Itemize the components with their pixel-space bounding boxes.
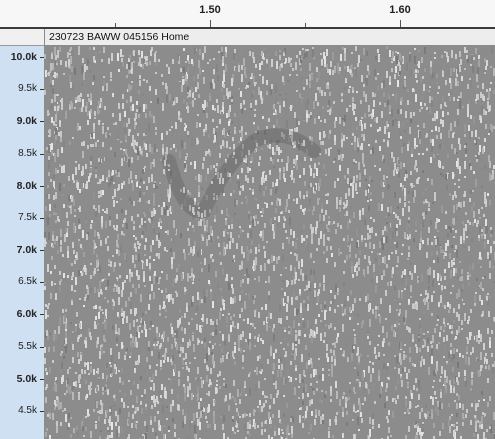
frequency-tick-label: 9.5k	[18, 83, 37, 95]
frequency-tick-label: 6.0k	[16, 308, 37, 321]
spectrogram-view[interactable]	[44, 46, 495, 439]
spectrogram-noise	[44, 46, 495, 439]
frequency-tick-label: 7.5k	[18, 211, 37, 223]
time-ruler[interactable]: 1.50 1.60	[0, 0, 495, 29]
frequency-tick	[40, 411, 44, 412]
time-tick-label: 1.60	[389, 4, 411, 16]
spectrogram-canvas	[44, 46, 495, 439]
frequency-tick	[40, 185, 44, 187]
frequency-axis-corner	[0, 29, 44, 46]
time-major-tick	[400, 20, 401, 27]
frequency-tick	[40, 346, 44, 348]
frequency-tick	[40, 282, 44, 284]
spectrogram-noise-highlights	[44, 46, 495, 439]
frequency-tick-label: 5.5k	[18, 340, 37, 352]
frequency-tick	[40, 153, 44, 155]
frequency-tick	[40, 250, 44, 252]
frequency-tick-label: 8.5k	[18, 147, 37, 159]
frequency-tick	[40, 378, 44, 380]
time-minor-tick	[305, 23, 306, 27]
frequency-tick	[40, 121, 44, 123]
frequency-tick-label: 4.5k	[18, 405, 37, 416]
time-minor-tick	[115, 23, 116, 27]
frequency-tick-label: 9.0k	[16, 115, 37, 128]
frequency-tick-label: 6.5k	[18, 276, 37, 288]
track-name-header[interactable]: 230723 BAWW 045156 Home	[44, 29, 495, 46]
time-major-tick	[210, 20, 211, 27]
frequency-axis: 10.0k 9.5k 9.0k 8.5k 8.0k 7.5k 7.0k 6.5k 6.0k 5.5…	[0, 29, 44, 439]
track-name-label: 230723 BAWW 045156 Home	[49, 31, 190, 43]
signal-trace	[162, 128, 321, 219]
frequency-tick	[40, 314, 44, 316]
frequency-tick	[40, 57, 44, 58]
frequency-tick-label: 10.0k	[10, 50, 37, 63]
frequency-tick	[40, 89, 44, 91]
frequency-tick	[40, 217, 44, 219]
frequency-tick-label: 5.0k	[16, 372, 37, 385]
time-tick-label: 1.50	[199, 4, 221, 16]
frequency-tick-label: 7.0k	[16, 243, 37, 256]
frequency-tick-label: 8.0k	[16, 179, 37, 192]
